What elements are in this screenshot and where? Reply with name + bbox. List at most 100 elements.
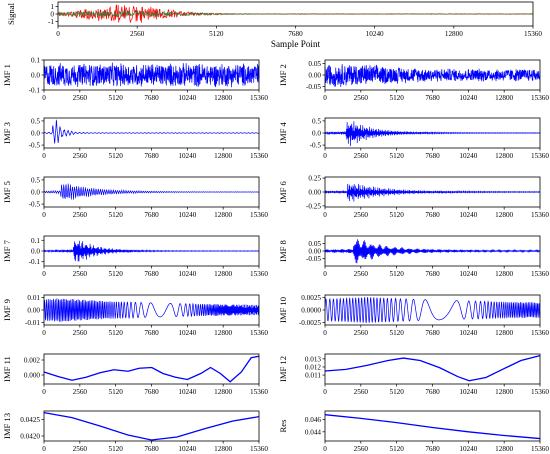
x-tick-label-imf8: 0 <box>323 270 327 278</box>
x-tick-label-imf5: 5120 <box>108 211 123 219</box>
x-tick-label-imf5: 12800 <box>214 211 232 219</box>
x-tick-label-imf3: 10240 <box>178 152 196 160</box>
y-tick-label-imf13: 0.0425 <box>20 416 40 424</box>
y-axis-label-imf4: IMF 4 <box>278 121 288 143</box>
series-line-signal-1 <box>57 9 534 18</box>
x-tick-label-imf8: 5120 <box>389 270 404 278</box>
x-tick-label-imf9: 7680 <box>144 329 159 337</box>
x-tick-label-signal: 7680 <box>288 30 303 38</box>
x-tick-label-imf4: 15360 <box>531 152 549 160</box>
y-tick-label-imf4: -0.5 <box>310 142 322 150</box>
series-line-res-0 <box>324 414 541 440</box>
y-tick-label-imf1: -0.1 <box>29 87 41 95</box>
y-tick-label-imf9: -0.01 <box>25 319 40 327</box>
y-tick-label-imf12: 0.013 <box>305 355 322 363</box>
x-tick-label-imf9: 12800 <box>214 329 232 337</box>
x-tick-label-imf10: 7680 <box>425 329 440 337</box>
x-tick-label-imf1: 2560 <box>73 94 88 102</box>
x-tick-label-imf6: 0 <box>323 211 327 219</box>
y-tick-label-imf3: -0.5 <box>29 142 41 150</box>
y-tick-label-imf12: 0.011 <box>305 372 321 380</box>
y-tick-label-imf2: 0.00 <box>308 72 321 80</box>
x-tick-label-imf10: 10240 <box>459 329 477 337</box>
x-tick-label-imf5: 2560 <box>73 211 88 219</box>
x-tick-label-imf10: 12800 <box>495 329 513 337</box>
x-tick-label-imf12: 7680 <box>425 388 440 396</box>
y-tick-label-imf1: 0.1 <box>31 57 40 65</box>
y-axis-label-imf2: IMF 2 <box>278 64 288 86</box>
series-line-imf9-0 <box>43 298 260 322</box>
y-axis-label-imf7: IMF 7 <box>2 239 12 261</box>
x-tick-label-imf10: 2560 <box>354 329 369 337</box>
x-tick-label-signal: 10240 <box>366 30 384 38</box>
panel-imf10: 0 2560 5120 7680 10240 12800 15360 0.0025 0.0000… <box>278 294 549 337</box>
x-tick-label-imf13: 2560 <box>73 445 88 453</box>
x-tick-label-imf1: 7680 <box>144 94 159 102</box>
x-tick-label-imf7: 5120 <box>108 270 123 278</box>
y-tick-label-imf2: 0.05 <box>308 60 321 68</box>
x-tick-label-res: 7680 <box>425 445 440 453</box>
x-tick-label-imf12: 12800 <box>495 388 513 396</box>
y-tick-label-imf6: 0.25 <box>308 175 321 183</box>
x-tick-label-res: 5120 <box>389 445 404 453</box>
x-tick-label-imf9: 5120 <box>108 329 123 337</box>
y-tick-label-imf7: 0.0 <box>31 248 40 256</box>
y-axis-label-signal: Signal <box>6 2 16 25</box>
series-line-imf13-0 <box>43 412 260 441</box>
x-tick-label-imf10: 15360 <box>531 329 549 337</box>
x-tick-label-imf5: 0 <box>42 211 46 219</box>
y-tick-label-imf7: -0.1 <box>29 258 41 266</box>
x-tick-label-signal: 2560 <box>130 30 145 38</box>
x-tick-label-imf13: 7680 <box>144 445 159 453</box>
axes-frame-res <box>324 410 541 442</box>
x-tick-label-imf10: 5120 <box>389 329 404 337</box>
series-line-imf10-0 <box>324 297 541 323</box>
y-axis-label-imf9: IMF 9 <box>2 299 12 321</box>
x-tick-label-res: 15360 <box>531 445 549 453</box>
x-tick-label-imf6: 12800 <box>495 211 513 219</box>
panel-imf8: 0 2560 5120 7680 10240 12800 15360 0.050.00-0.0… <box>278 235 549 278</box>
x-tick-label-imf6: 7680 <box>425 211 440 219</box>
y-tick-label-imf4: 0.0 <box>312 130 321 138</box>
x-tick-label-imf11: 10240 <box>178 388 196 396</box>
y-axis-label-imf11: IMF 11 <box>2 356 12 382</box>
x-tick-label-res: 0 <box>323 445 327 453</box>
x-tick-label-imf5: 15360 <box>250 211 268 219</box>
x-tick-label-imf1: 10240 <box>178 94 196 102</box>
x-tick-label-signal: 15360 <box>524 30 542 38</box>
x-tick-label-imf11: 5120 <box>108 388 123 396</box>
x-tick-label-imf8: 7680 <box>425 270 440 278</box>
x-tick-label-imf4: 2560 <box>354 152 369 160</box>
y-tick-label-signal: -1 <box>48 18 54 26</box>
x-tick-label-imf2: 12800 <box>495 94 513 102</box>
y-tick-label-imf8: 0.05 <box>308 240 321 248</box>
y-tick-label-imf7: 0.1 <box>31 237 40 245</box>
series-line-imf2-0 <box>324 64 541 87</box>
x-tick-label-imf6: 2560 <box>354 211 369 219</box>
series-line-imf11-0 <box>43 355 260 383</box>
panel-imf3: 0 2560 5120 7680 10240 12800 15360 0.5 0.0 -0.5 IM… <box>2 117 268 160</box>
y-axis-label-imf8: IMF 8 <box>278 240 288 262</box>
panel-imf1: 0 2560 5120 7680 10240 12800 15360 0.1 0.0 -0.1 IM… <box>2 57 268 103</box>
x-tick-label-imf4: 12800 <box>495 152 513 160</box>
x-tick-label-imf9: 10240 <box>178 329 196 337</box>
y-tick-label-imf5: 0.5 <box>31 176 40 184</box>
y-tick-label-imf13: 0.0420 <box>20 433 40 441</box>
x-tick-label-imf4: 7680 <box>425 152 440 160</box>
y-tick-label-imf12: 0.012 <box>305 363 322 371</box>
x-tick-label-signal: 5120 <box>209 30 224 38</box>
panel-imf4: 0 2560 5120 7680 10240 12800 15360 0.5 0.0 -0.5 IM… <box>278 117 549 160</box>
y-tick-label-imf3: 0.0 <box>31 130 40 138</box>
y-tick-label-imf5: -0.5 <box>29 201 41 209</box>
x-tick-label-imf1: 5120 <box>108 94 123 102</box>
x-tick-label-imf8: 15360 <box>531 270 549 278</box>
x-tick-label-imf1: 12800 <box>214 94 232 102</box>
x-tick-label-imf13: 5120 <box>108 445 123 453</box>
series-line-imf12-0 <box>324 354 541 382</box>
x-tick-label-imf8: 12800 <box>495 270 513 278</box>
x-tick-label-imf3: 12800 <box>214 152 232 160</box>
y-tick-label-imf10: 0.0025 <box>301 294 321 302</box>
y-axis-label-imf6: IMF 6 <box>278 180 288 202</box>
x-tick-label-imf6: 5120 <box>389 211 404 219</box>
